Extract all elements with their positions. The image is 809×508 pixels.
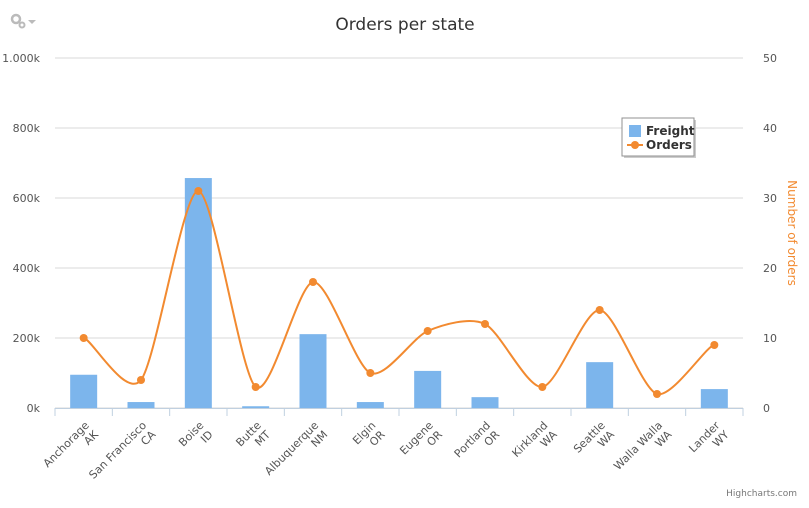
x-tick-text: AlbuquerqueNM [262,419,330,487]
legend-item[interactable]: Orders [627,138,692,152]
menu-icon[interactable] [8,12,36,32]
y-tick-label: 1.000k [2,52,40,65]
point [595,306,604,314]
x-tick-text: EugeneOR [397,419,445,467]
x-tick-label: PortlandOR [452,419,503,470]
bar [700,389,728,408]
legend-symbol [629,125,641,137]
caret [28,20,36,24]
bar [242,406,270,408]
point [194,187,203,195]
x-tick-text: ElginOR [350,419,388,457]
point [366,369,375,377]
x-tick-text: LanderWY [686,419,732,465]
chart-title: Orders per state [335,15,474,35]
x-tick-text: ButteMT [233,419,273,459]
y2-tick-label: 0 [763,402,770,415]
y2-tick-label: 50 [763,52,777,65]
legend-text: Orders [646,138,692,152]
y2-axis-title: Number of orders [785,180,799,286]
x-tick-label: LanderWY [686,419,732,465]
y-tick-label: 800k [13,122,41,135]
x-tick-text: SeattleWA [571,419,617,465]
x-tick-label: BoiseID [176,419,216,459]
x-tick-text: BoiseID [176,419,216,459]
point [653,390,661,398]
gear [18,21,26,29]
legend-text: Freight [646,124,695,138]
point [710,341,719,349]
bar [586,362,614,408]
bar [414,370,442,408]
y2-tick-label: 30 [763,192,777,205]
x-tick-text: Walla WallaWA [611,419,674,482]
bar [127,402,155,408]
x-tick-label: Walla WallaWA [611,419,674,482]
y2-tick-label: 10 [763,332,777,345]
y-tick-label: 200k [13,332,41,345]
x-tick-label: KirklandWA [509,419,559,469]
bar [184,178,212,408]
gear [10,13,22,25]
point [309,278,317,286]
x-tick-label: ElginOR [350,419,388,457]
point [137,376,145,384]
y-tick-label: 400k [13,262,41,275]
x-tick-text: PortlandOR [452,419,503,470]
point [481,320,489,328]
x-tick-line: San Francisco [86,419,149,482]
point [538,383,547,391]
y2-tick-label: 40 [763,122,777,135]
y-tick-label: 0k [27,402,41,415]
x-tick-label: SeattleWA [571,419,617,465]
x-tick-text: KirklandWA [509,419,559,469]
point [423,327,432,335]
point [79,334,88,342]
x-tick-text: San FranciscoCA [86,419,158,491]
x-tick-line: Anchorage [41,419,92,470]
x-tick-label: EugeneOR [397,419,445,467]
credits[interactable]: Highcharts.com [726,489,797,499]
bar [70,374,98,408]
legend-item[interactable]: Freight [629,124,695,138]
line [83,189,715,396]
x-tick-label: San FranciscoCA [86,419,158,491]
bar [471,397,499,408]
y2-tick-label: 20 [763,262,777,275]
bar [356,402,384,408]
bar [299,334,327,408]
x-tick-line: Albuquerque [262,419,321,478]
legend-symbol [631,141,639,149]
x-tick-label: AlbuquerqueNM [262,419,330,487]
x-tick-label: ButteMT [233,419,273,459]
point [251,383,260,391]
y-tick-label: 600k [13,192,41,205]
